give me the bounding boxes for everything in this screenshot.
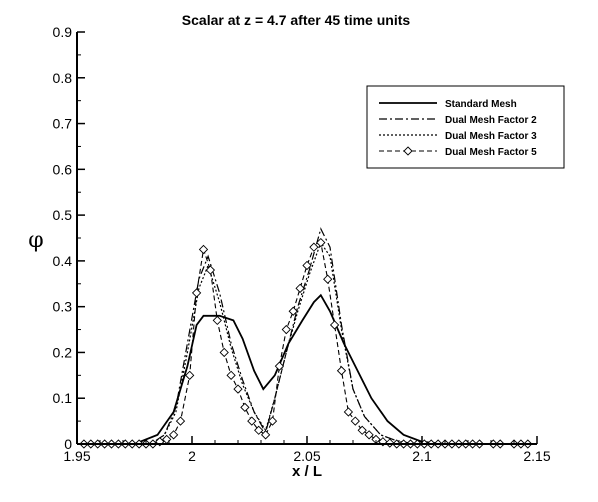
y-tick-label: 0.3 [53,299,73,315]
y-tick-label: 0.2 [53,344,73,360]
data-point-marker [185,370,195,380]
legend-label: Dual Mesh Factor 2 [445,115,537,126]
data-point-marker [205,265,216,275]
series-layer [77,227,537,449]
y-tick-label: 0.1 [53,390,73,406]
x-tick-label: 2 [188,448,196,464]
legend-box [366,85,565,169]
series-line [77,241,537,445]
y-axis-label: φ [28,228,43,253]
y-tick-label: 0.7 [53,116,73,132]
data-point-marker [191,288,202,298]
data-point-marker [198,244,209,255]
legend-entry: Dual Mesh Factor 3 [379,131,537,142]
data-point-marker [175,416,186,426]
x-tick-label: 1.95 [63,448,90,464]
data-point-marker [240,402,250,413]
data-point-marker [288,306,298,316]
data-point-marker [309,242,319,252]
data-point-marker [233,384,243,394]
legend-label: Dual Mesh Factor 5 [445,147,537,158]
x-axis-label: x / L [292,463,322,480]
data-point-marker [254,425,264,435]
series-2 [77,227,537,445]
y-tick-label: 0.9 [53,24,73,40]
legend-entry: Standard Mesh [379,99,517,110]
data-point-marker [212,315,222,326]
series-1 [77,293,537,445]
axes-layer: 0 0.1 0.2 0.3 0.4 0.5 0.6 0.7 0.8 0.9 1.95 2 2.05 2.1… [53,24,551,464]
data-point-marker [329,320,340,330]
data-point-marker [336,366,347,376]
data-point-marker [281,324,291,335]
y-tick-label: 0.5 [53,207,73,223]
series-line [77,293,537,445]
data-point-marker [247,416,257,426]
series-line [83,241,528,445]
data-point-marker [316,237,326,248]
legend-label: Dual Mesh Factor 3 [445,131,537,142]
data-point-marker [267,416,278,426]
series-3 [77,241,537,445]
series-4 [79,237,533,449]
legend-marker [403,146,413,156]
chart-title: Scalar at z = 4.7 after 45 time units [182,12,411,28]
y-tick-label: 0.6 [53,161,73,177]
y-tick-label: 0.8 [53,70,73,86]
data-point-marker [343,407,354,417]
data-point-marker [226,370,236,380]
x-tick-label: 2.15 [523,448,550,464]
data-point-marker [357,425,367,435]
data-point-marker [260,430,271,440]
x-tick-label: 2.1 [412,448,432,464]
legend-entry: Dual Mesh Factor 2 [379,115,537,126]
legend-label: Standard Mesh [445,99,517,110]
data-point-marker [219,347,229,358]
y-tick-label: 0 [64,436,72,452]
y-tick-label: 0.4 [53,253,73,269]
data-point-marker [295,283,305,293]
data-point-marker [274,361,285,371]
data-point-marker [168,430,179,440]
data-point-marker [364,430,374,440]
data-point-marker [350,416,360,426]
x-tick-label: 2.05 [293,448,320,464]
legend: Standard Mesh Dual Mesh Factor 2 Dual Mesh… [366,85,565,169]
data-point-marker [302,260,312,271]
data-point-marker [323,274,333,284]
legend-entry: Dual Mesh Factor 5 [379,146,537,158]
series-line [77,227,537,445]
